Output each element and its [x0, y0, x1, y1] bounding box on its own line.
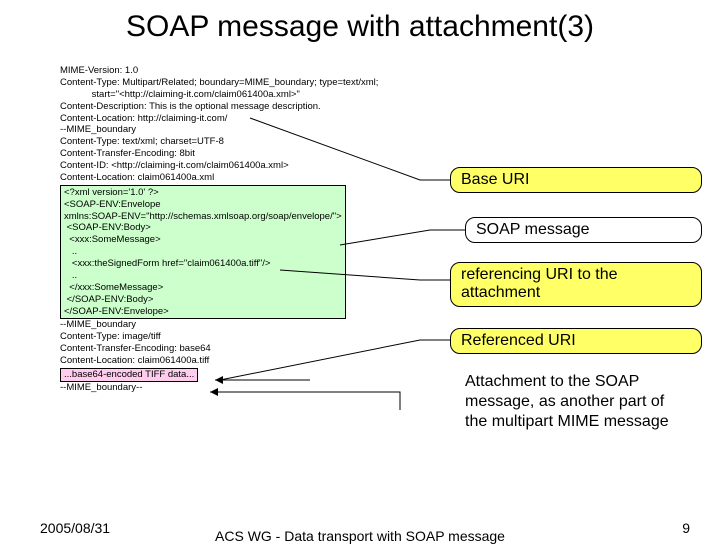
- tiff-line: ...base64-encoded TIFF data...: [64, 369, 194, 380]
- mime-line: --MIME_boundary: [60, 319, 378, 331]
- mime-line: Content-Location: claim061400a.tiff: [60, 355, 378, 367]
- soap-line: <xxx:SomeMessage>: [64, 234, 342, 246]
- mime-line: Content-Transfer-Encoding: base64: [60, 343, 378, 355]
- mime-line: Content-Transfer-Encoding: 8bit: [60, 148, 378, 160]
- mime-line: --MIME_boundary--: [60, 382, 378, 394]
- mime-line: MIME-Version: 1.0: [60, 65, 378, 77]
- callout-soap-message: SOAP message: [465, 217, 702, 243]
- soap-line: </xxx:SomeMessage>: [64, 282, 342, 294]
- soap-line: </SOAP-ENV:Body>: [64, 294, 342, 306]
- soap-line: <SOAP-ENV:Envelope: [64, 199, 342, 211]
- callout-referenced-uri: Referenced URI: [450, 328, 702, 354]
- soap-envelope-box: <?xml version='1.0' ?> <SOAP-ENV:Envelop…: [60, 185, 346, 320]
- mime-line: Content-Description: This is the optiona…: [60, 101, 378, 113]
- mime-line: --MIME_boundary: [60, 124, 378, 136]
- soap-line: ..: [64, 246, 342, 258]
- mime-line: Content-Type: image/tiff: [60, 331, 378, 343]
- callout-referencing-uri: referencing URI to the attachment: [450, 262, 702, 307]
- callout-base-uri: Base URI: [450, 167, 702, 193]
- mime-line: Content-Location: claim061400a.xml: [60, 172, 378, 184]
- mime-line: Content-Type: Multipart/Related; boundar…: [60, 77, 378, 89]
- page-title: SOAP message with attachment(3): [0, 10, 720, 44]
- tiff-data-box: ...base64-encoded TIFF data...: [60, 368, 198, 382]
- soap-line: </SOAP-ENV:Envelope>: [64, 306, 342, 318]
- footer-page-number: 9: [682, 520, 690, 536]
- footer-center: ACS WG - Data transport with SOAP messag…: [0, 528, 720, 544]
- soap-line: <SOAP-ENV:Body>: [64, 222, 342, 234]
- mime-line: Content-ID: <http://claiming-it.com/clai…: [60, 160, 378, 172]
- soap-line: <?xml version='1.0' ?>: [64, 187, 342, 199]
- attachment-side-text: Attachment to the SOAP message, as anoth…: [465, 372, 685, 432]
- mime-line: Content-Location: http://claiming-it.com…: [60, 113, 378, 125]
- soap-line: ..: [64, 270, 342, 282]
- soap-line: <xxx:theSignedForm href="claim061400a.ti…: [64, 258, 342, 270]
- mime-line: Content-Type: text/xml; charset=UTF-8: [60, 136, 378, 148]
- mime-text-block: MIME-Version: 1.0 Content-Type: Multipar…: [60, 65, 378, 394]
- soap-line: xmlns:SOAP-ENV="http://schemas.xmlsoap.o…: [64, 211, 342, 223]
- mime-line: start="<http://claiming-it.com/claim0614…: [60, 89, 378, 101]
